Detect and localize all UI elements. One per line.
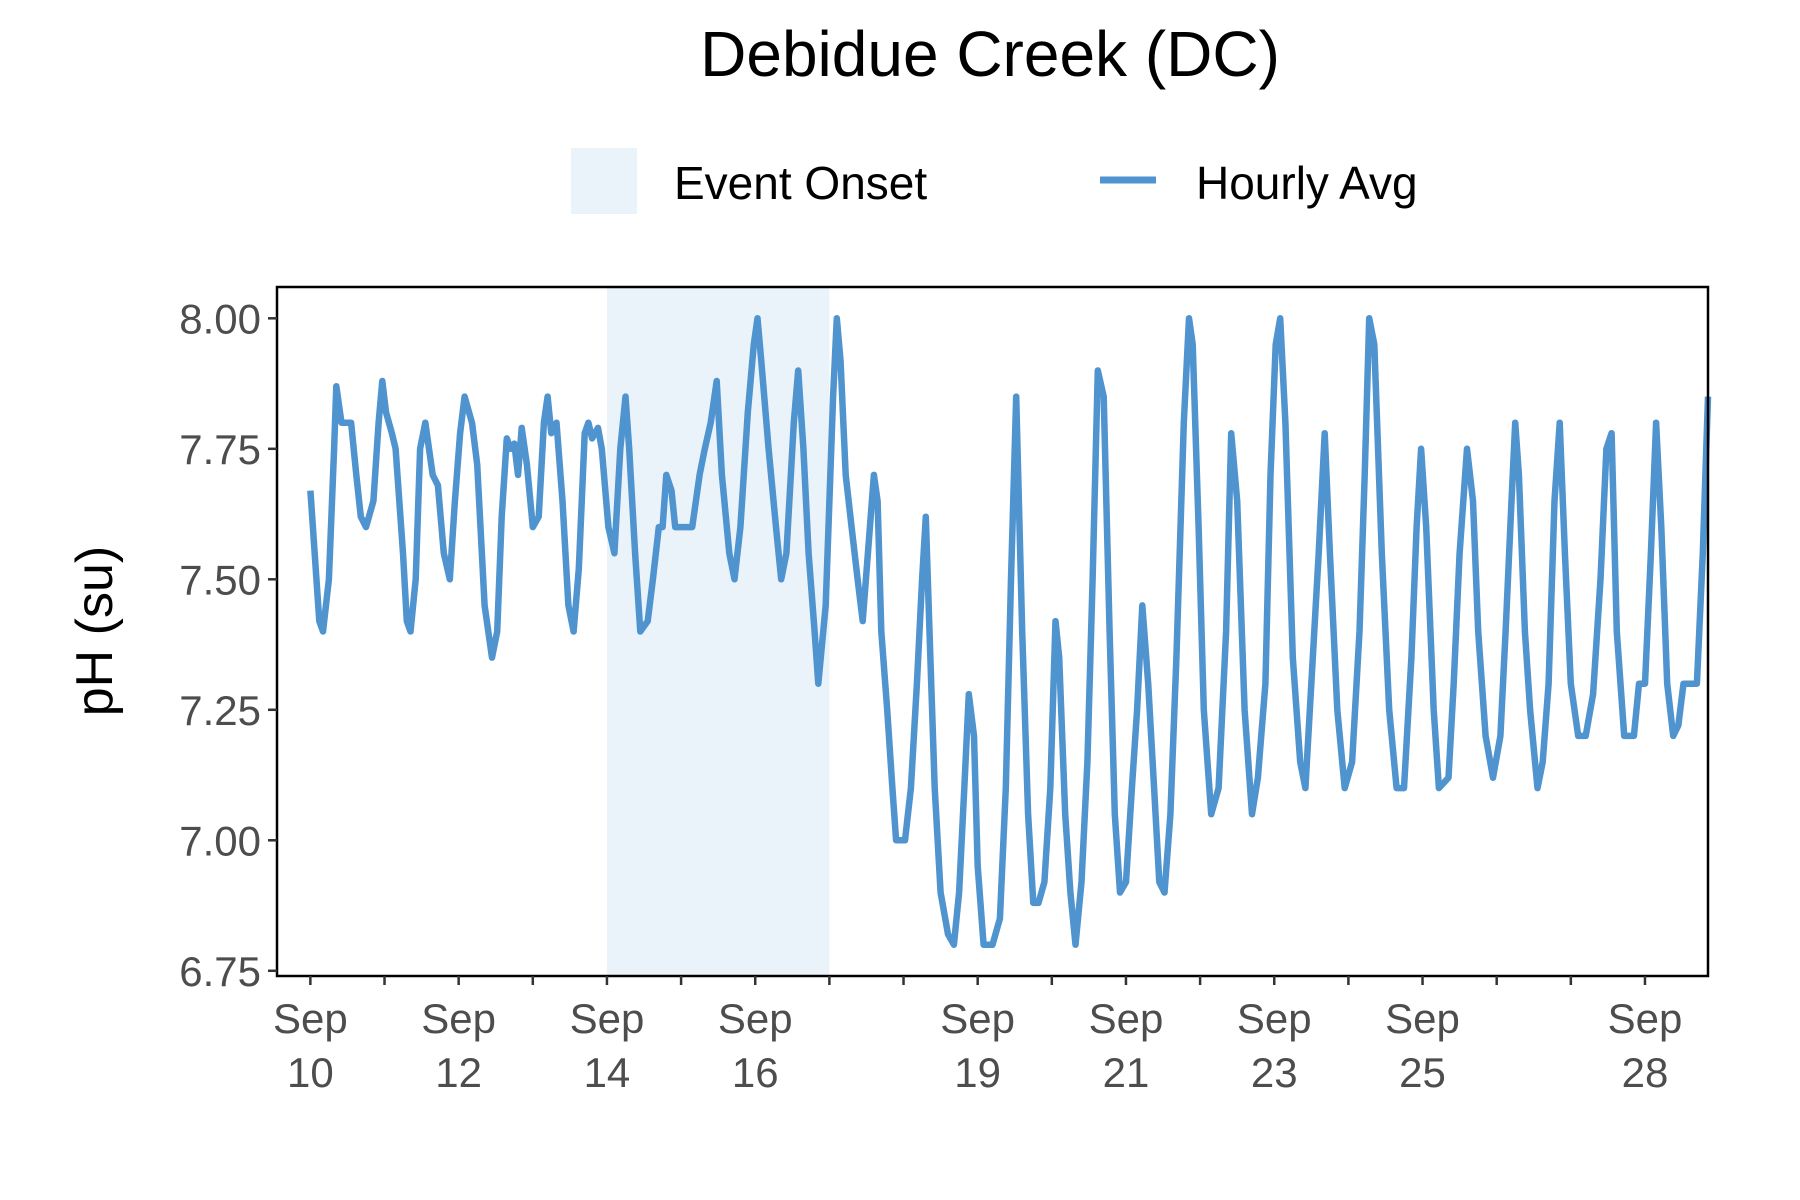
- plot-panel-border: [275, 285, 1710, 978]
- x-tick-label: Sep 28: [1608, 995, 1683, 1096]
- x-tick-label: Sep 23: [1237, 995, 1312, 1096]
- y-axis: 6.75 7.00 7.25 7.50 7.75 8.00: [179, 295, 277, 995]
- chart-title: Debidue Creek (DC): [700, 18, 1280, 90]
- x-axis: Sep 10 Sep 12 Sep 14 Sep 16 Sep 19 Sep 21 Sep 23 Sep 25…: [273, 976, 1682, 1096]
- x-tick-label: Sep 14: [570, 995, 645, 1096]
- y-tick-label: 7.00: [179, 817, 261, 864]
- x-tick-label: Sep 16: [718, 995, 793, 1096]
- x-tick-label: Sep 19: [940, 995, 1015, 1096]
- y-tick-label: 6.75: [179, 948, 261, 995]
- y-tick-label: 7.50: [179, 556, 261, 603]
- legend-swatch-event-onset: [571, 148, 637, 214]
- x-tick-label: Sep 21: [1089, 995, 1164, 1096]
- series-line-hourly-avg: [307, 315, 1712, 948]
- series-layer: [307, 315, 1712, 948]
- legend-label-event-onset: Event Onset: [674, 157, 927, 209]
- x-tick-label: Sep 25: [1385, 995, 1460, 1096]
- legend-label-hourly-avg: Hourly Avg: [1196, 157, 1418, 209]
- y-axis-title: pH (su): [66, 546, 124, 716]
- y-tick-label: 7.25: [179, 687, 261, 734]
- x-tick-label: Sep 12: [421, 995, 496, 1096]
- legend: Event Onset Hourly Avg: [571, 148, 1418, 214]
- y-tick-label: 8.00: [179, 295, 261, 342]
- x-tick-label: Sep 10: [273, 995, 348, 1096]
- y-tick-label: 7.75: [179, 426, 261, 473]
